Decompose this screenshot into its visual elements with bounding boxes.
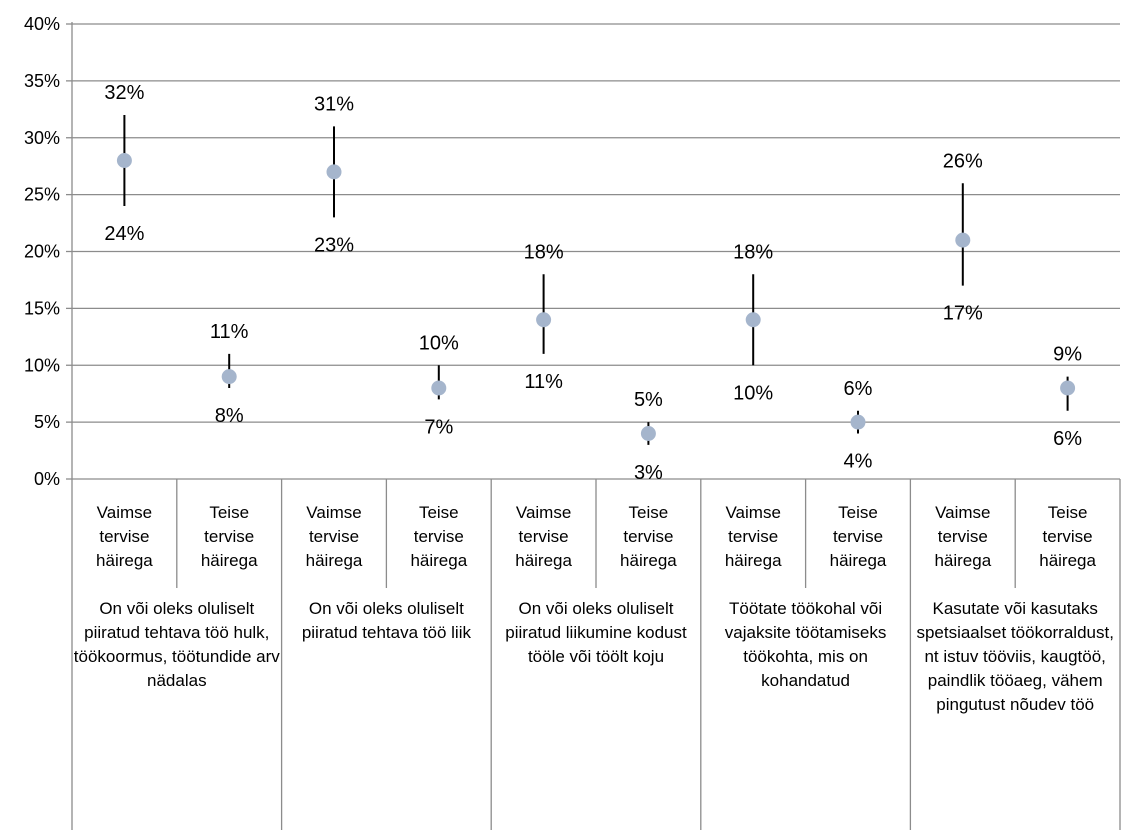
subcategory-label: Teise [419, 503, 459, 522]
subcategory-label: tervise [728, 527, 778, 546]
subcategory-label: häirega [620, 551, 677, 570]
subcategory-label: häirega [306, 551, 363, 570]
gridlines [72, 23, 1120, 423]
data-point [745, 312, 761, 328]
group-label: vajaksite töötamiseks [725, 623, 887, 642]
low-label: 3% [634, 462, 663, 484]
data-point [1060, 380, 1076, 396]
group-label: piiratud tehtava töö liik [302, 623, 472, 642]
y-tick-label: 30% [24, 128, 60, 148]
subcategory-label: häirega [830, 551, 887, 570]
group-label: nädalas [147, 671, 207, 690]
high-label: 31% [314, 93, 354, 115]
high-label: 26% [943, 150, 983, 172]
high-label: 18% [524, 241, 564, 263]
subcategory-label: Vaimse [306, 503, 361, 522]
low-label: 7% [424, 416, 453, 438]
y-tick-label: 25% [24, 185, 60, 205]
category-labels: Vaimse tervise häirega Teise tervise häirega V… [74, 503, 1114, 714]
subcategory-label: Vaimse [935, 503, 990, 522]
y-tick-label: 35% [24, 71, 60, 91]
group-label: piiratud liikumine kodust [505, 623, 687, 642]
low-label: 6% [1053, 428, 1082, 450]
subcategory-label: häirega [515, 551, 572, 570]
subcategory-label: Teise [1048, 503, 1088, 522]
subcategory-label: Vaimse [97, 503, 152, 522]
high-label: 18% [733, 241, 773, 263]
y-tick-label: 20% [24, 242, 60, 262]
subcategory-label: tervise [99, 527, 149, 546]
y-axis-tick-labels: 0% 5% 10% 15% 20% 25% 30% 35% 40% [24, 14, 60, 489]
high-label: 5% [634, 389, 663, 411]
group-label: nt istuv tööviis, kaugtöö, [924, 647, 1105, 666]
group-label: On või oleks oluliselt [99, 599, 254, 618]
subcategory-label: häirega [1039, 551, 1096, 570]
subcategory-label: tervise [1043, 527, 1093, 546]
subcategory-label: Teise [629, 503, 669, 522]
group-label: paindlik tööaeg, vähem [928, 671, 1103, 690]
subcategory-label: Vaimse [725, 503, 780, 522]
high-label: 32% [104, 82, 144, 104]
data-point [536, 312, 552, 328]
subcategory-label: tervise [623, 527, 673, 546]
data-point [116, 153, 132, 168]
low-label: 8% [215, 405, 244, 427]
data-point [850, 414, 866, 430]
y-tick-label: 15% [24, 298, 60, 318]
subcategory-label: Vaimse [516, 503, 571, 522]
high-label: 9% [1053, 344, 1082, 366]
data-labels: 32% 24% 11% 8% 31% 23% 10% 7% 18% 11% 5% 3% 18% 10% 6%… [104, 82, 1082, 484]
subcategory-label: häirega [96, 551, 153, 570]
low-label: 11% [524, 371, 563, 393]
axes [66, 22, 1121, 830]
y-tick-label: 0% [34, 469, 60, 489]
high-label: 6% [844, 378, 873, 400]
group-label: tööle või töölt koju [528, 647, 664, 666]
group-label: töökohta, mis on [743, 647, 868, 666]
subcategory-label: tervise [938, 527, 988, 546]
data-marks [116, 115, 1076, 445]
subcategory-label: tervise [204, 527, 254, 546]
data-point [326, 164, 342, 180]
y-tick-label: 5% [34, 412, 60, 432]
group-label: On või oleks oluliselt [519, 599, 674, 618]
low-label: 24% [104, 223, 144, 245]
group-label: pingutust nõudev töö [936, 695, 1094, 714]
low-label: 10% [733, 382, 773, 404]
subcategory-label: häirega [201, 551, 258, 570]
subcategory-label: tervise [519, 527, 569, 546]
data-point [221, 369, 237, 385]
subcategory-label: Teise [209, 503, 249, 522]
subcategory-label: häirega [725, 551, 782, 570]
group-label: töökoormus, töötundide arv [74, 647, 281, 666]
group-label: kohandatud [761, 671, 850, 690]
group-label: spetsiaalset töökorraldust, [916, 623, 1114, 642]
subcategory-label: tervise [414, 527, 464, 546]
low-label: 17% [943, 303, 983, 325]
data-point [640, 426, 656, 441]
low-label: 4% [844, 451, 873, 473]
subcategory-label: tervise [833, 527, 883, 546]
y-tick-label: 10% [24, 355, 60, 375]
group-label: Töötate töökohal või [729, 599, 882, 618]
high-label: 10% [419, 332, 459, 354]
subcategory-label: tervise [309, 527, 359, 546]
subcategory-label: häirega [934, 551, 991, 570]
group-label: Kasutate või kasutaks [933, 599, 1098, 618]
data-point [955, 232, 971, 248]
data-point [431, 380, 447, 396]
high-label: 11% [210, 321, 249, 343]
subcategory-label: häirega [410, 551, 467, 570]
group-label: On või oleks oluliselt [309, 599, 464, 618]
y-tick-label: 40% [24, 14, 60, 34]
subcategory-label: Teise [838, 503, 878, 522]
low-label: 23% [314, 234, 354, 256]
group-label: piiratud tehtava töö hulk, [84, 623, 269, 642]
